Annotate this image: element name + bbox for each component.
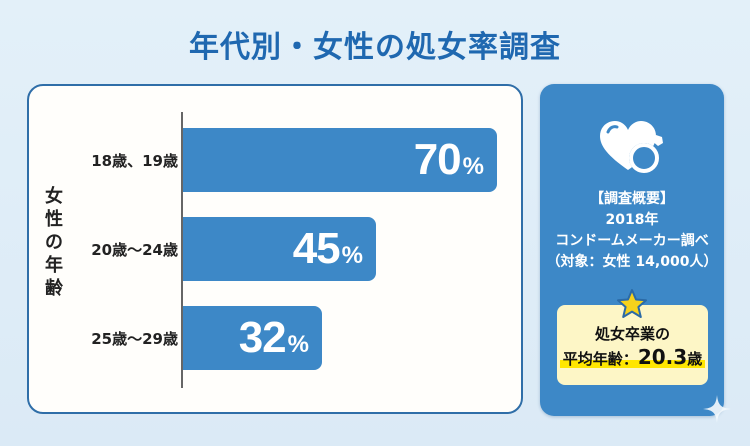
- bar-value: 32%: [238, 313, 309, 362]
- heart-ring-icon: [598, 118, 670, 178]
- category-label: 20歳〜24歳: [91, 241, 178, 259]
- y-axis-title-char: の: [45, 232, 63, 253]
- y-axis-title-char: 齢: [45, 278, 63, 299]
- survey-summary: 【調査概要】 2018年 コンドームメーカー調べ （対象：女性 14,000人）: [540, 189, 724, 273]
- y-axis-title-char: 年: [45, 255, 63, 276]
- bar-value: 45%: [292, 224, 363, 273]
- category-label: 25歳〜29歳: [91, 330, 178, 348]
- y-axis-title-char: 性: [45, 209, 63, 230]
- y-axis-title: 女 性 の 年 齢: [43, 185, 65, 300]
- summary-heading: 【調査概要】: [590, 191, 674, 207]
- bar-20-24: 45%: [183, 217, 376, 281]
- category-label: 18歳、19歳: [91, 152, 178, 170]
- survey-year: 2018年: [605, 212, 659, 228]
- bar-18-19: 70%: [183, 128, 497, 192]
- highlight-line2: 平均年齢：20.3歳: [557, 345, 708, 369]
- average-age-highlight: 処女卒業の 平均年齢：20.3歳: [557, 305, 708, 385]
- page-title: 年代別・女性の処女率調査: [189, 30, 561, 65]
- bar-25-29: 32%: [183, 306, 322, 370]
- bar-value: 70%: [413, 135, 484, 184]
- survey-source: コンドームメーカー調べ: [555, 233, 709, 249]
- highlight-line1: 処女卒業の: [594, 325, 670, 343]
- survey-sample: （対象：女性 14,000人）: [546, 254, 718, 270]
- sparkle-icon: [703, 395, 731, 423]
- star-icon: [616, 288, 648, 320]
- y-axis-line: [181, 112, 183, 388]
- y-axis-title-char: 女: [45, 186, 63, 207]
